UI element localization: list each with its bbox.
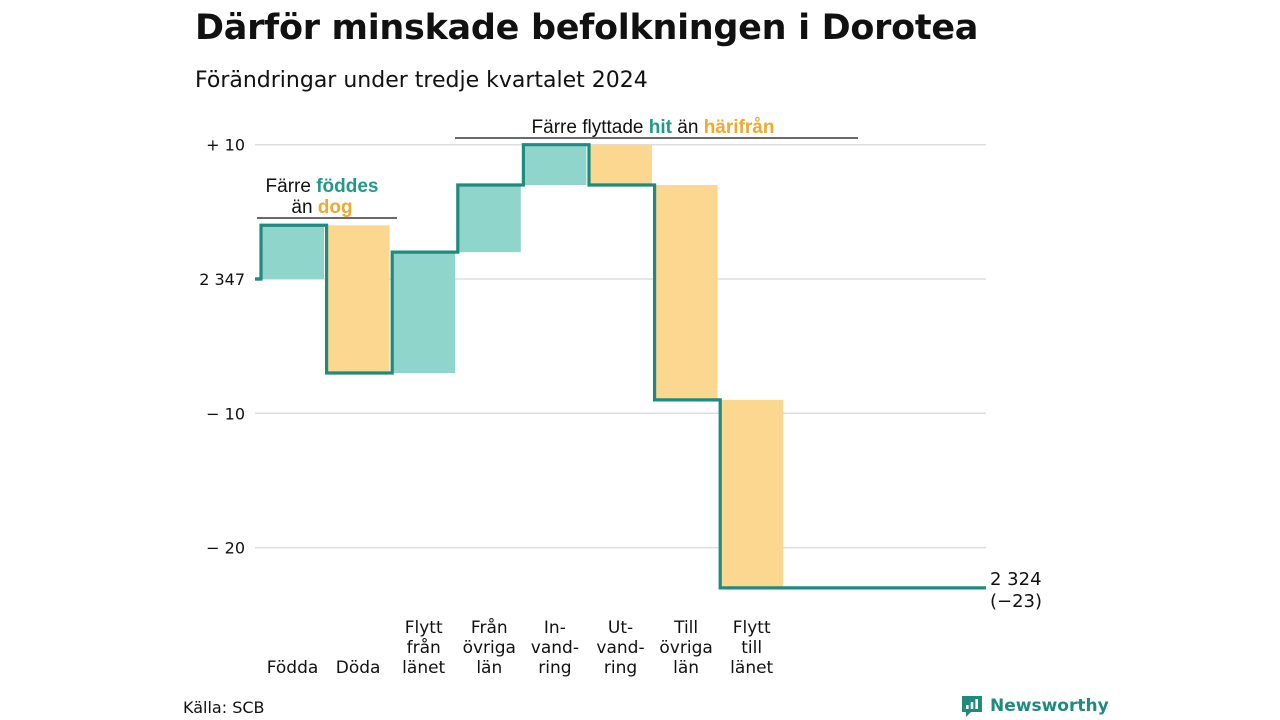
category-label-4: In-vand-ring [531, 618, 579, 678]
y-tick-label-0: + 10 [206, 136, 245, 155]
y-tick-label-3: − 20 [206, 539, 245, 558]
category-layer: Födda Döda Flytt från länet Från övriga län In-v… [267, 617, 774, 678]
category-label-7: Flytt till länet [730, 618, 773, 678]
line-layer [255, 143, 986, 590]
chart-subtitle: Förändringar under tredje kvartalet 2024 [195, 68, 648, 93]
category-label-6: Till övriga län [659, 618, 712, 678]
bar-layer [261, 144, 784, 588]
end-label-layer: 2 324(−23) [990, 569, 1042, 612]
bar-6 [654, 184, 718, 400]
annotation-births-line2: än dog [291, 197, 352, 218]
y-tick-label-2: − 10 [206, 404, 245, 423]
category-label-1: Döda [336, 658, 381, 678]
y-tick-label-1: 2 347 [199, 270, 245, 289]
bar-4 [523, 144, 587, 185]
chart-bubble-icon [962, 696, 982, 717]
category-label-2: Flytt från länet [402, 618, 445, 678]
bar-3 [457, 184, 521, 253]
bar-1 [326, 225, 390, 374]
category-label-5: Ut-vand-ring [596, 618, 644, 678]
brand-logo: Newsworthy [960, 694, 1109, 718]
annotation-migration: Färre flyttade hit än härifrån [532, 117, 775, 138]
bar-2 [392, 252, 456, 374]
source-note: Källa: SCB [183, 698, 265, 717]
tick-layer: + 10 2 347 − 10 − 20 [199, 136, 245, 558]
end-value-label: 2 324 [990, 569, 1042, 590]
annotation-births-line1: Färre föddes [266, 176, 379, 197]
bar-5 [589, 144, 652, 185]
chart-title: Därför minskade befolkningen i Dorotea [195, 8, 979, 48]
bar-7 [720, 399, 784, 588]
category-label-0: Födda [267, 658, 319, 678]
category-label-3: Från övriga län [463, 617, 516, 678]
brand-name: Newsworthy [990, 696, 1109, 716]
bar-0 [261, 225, 324, 279]
cumulative-line [255, 143, 986, 590]
end-change-label: (−23) [990, 591, 1042, 612]
